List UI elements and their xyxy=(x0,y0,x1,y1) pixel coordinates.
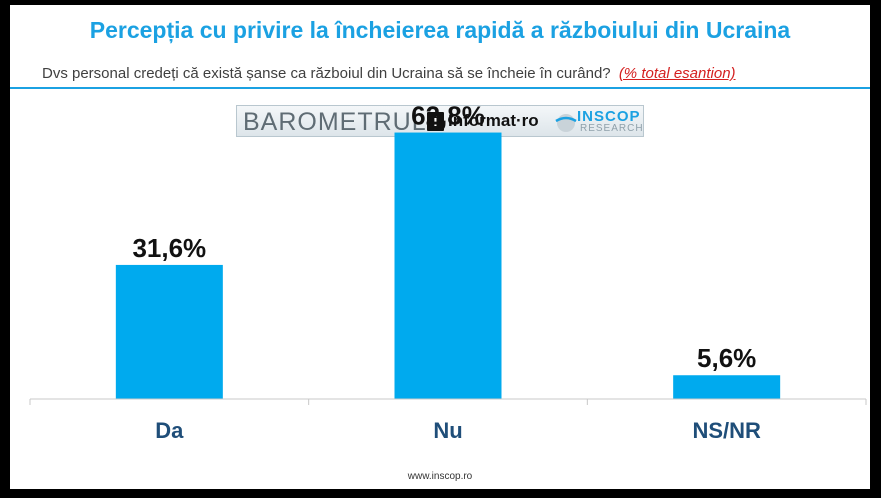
informat-logo: i Informat · ro xyxy=(427,111,539,131)
bar-da xyxy=(115,264,223,399)
slide: Percepția cu privire la încheierea rapid… xyxy=(10,5,870,489)
inscop-research: RESEARCH xyxy=(580,123,644,134)
barometru-logo: BAROMETRUL xyxy=(243,108,427,136)
x-tick-label: Nu xyxy=(433,418,462,443)
sample-note: (% total esantion) xyxy=(618,65,736,82)
informat-suffix: ro xyxy=(521,111,539,130)
x-tick-label: NS/NR xyxy=(692,418,761,443)
bar-nu xyxy=(394,132,502,399)
inscop-swoosh-icon xyxy=(555,114,577,132)
bars-layer xyxy=(115,132,781,399)
data-label: 5,6% xyxy=(697,343,756,373)
bar-chart: 31,6% Da 62,8% Nu 5,6% NS/NR xyxy=(29,101,867,443)
chart-title: Percepția cu privire la încheierea rapid… xyxy=(89,17,791,43)
labels-layer: 31,6% Da 62,8% Nu 5,6% NS/NR xyxy=(132,101,761,443)
footer-url: www.inscop.ro xyxy=(407,471,473,482)
informat-dot: · xyxy=(516,111,522,130)
data-label: 31,6% xyxy=(132,233,206,263)
data-label: 62,8% xyxy=(411,101,485,131)
subtitle: Dvs personal credeți că există șanse ca … xyxy=(42,65,736,82)
axis-layer xyxy=(29,398,867,405)
title-divider xyxy=(10,87,870,89)
bar-ns-nr xyxy=(673,375,781,399)
x-tick-label: Da xyxy=(155,418,184,443)
question-text: Dvs personal credeți că există șanse ca … xyxy=(42,65,611,82)
inscop-name: INSCOP xyxy=(577,108,641,125)
informat-i-icon: i xyxy=(427,111,444,131)
informat-text: Informat xyxy=(448,111,516,130)
sponsor-logo-bar: BAROMETRUL i Informat · ro INSCOP RESEARCH xyxy=(236,105,644,137)
